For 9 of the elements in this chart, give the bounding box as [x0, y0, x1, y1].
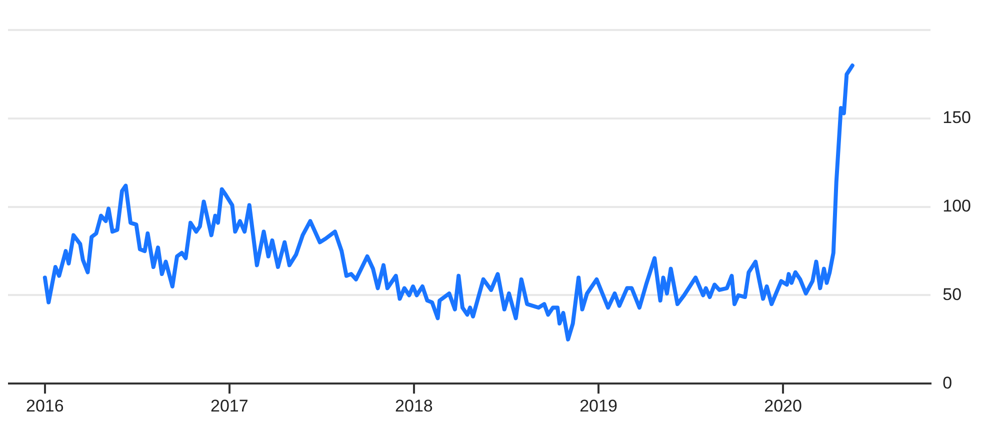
y-tick-label: 150: [942, 108, 972, 128]
y-tick-label: 50: [942, 284, 962, 304]
x-tick-label: 2018: [395, 396, 433, 416]
y-tick-label: 100: [942, 196, 972, 216]
x-tick-label: 2017: [210, 396, 248, 416]
x-tick-label: 2019: [580, 396, 618, 416]
x-tick-label: 2016: [26, 396, 64, 416]
x-tick-label: 2020: [764, 396, 802, 416]
y-tick-label: 0: [942, 373, 952, 392]
